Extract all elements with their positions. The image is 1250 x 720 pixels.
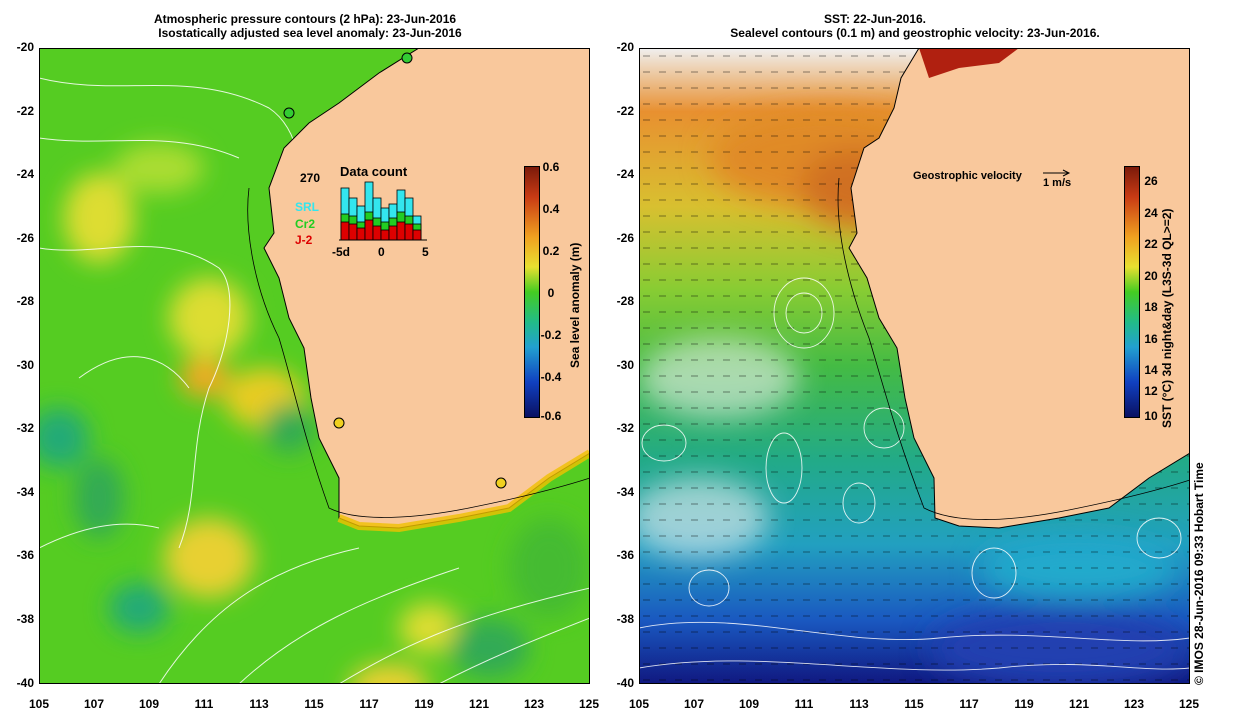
left-xtick-7: 119 — [414, 697, 434, 711]
left-ytick-10: -40 — [16, 676, 34, 690]
right-xtick-3: 111 — [794, 697, 814, 711]
right-cb-tick-7: 12 — [1144, 384, 1158, 398]
left-cb-label: Sea level anomaly (m) — [568, 242, 582, 368]
right-xtick-8: 121 — [1068, 697, 1090, 711]
velocity-legend-scale: 1 m/s — [1043, 177, 1072, 189]
left-cb-tick-4: -0.2 — [540, 328, 562, 342]
velocity-legend-label: Geostrophic velocity — [913, 170, 1022, 182]
left-xtick-3: 111 — [194, 697, 214, 711]
right-cb-tick-6: 14 — [1144, 363, 1158, 377]
right-ytick-4: -28 — [616, 294, 634, 308]
right-cb-tick-5: 16 — [1144, 332, 1158, 346]
right-xtick-4: 113 — [849, 697, 869, 711]
right-cb-tick-1: 24 — [1144, 206, 1158, 220]
right-xtick-10: 125 — [1178, 697, 1200, 711]
right-title-line2: Sealevel contours (0.1 m) and geostrophi… — [730, 26, 1100, 40]
left-xtick-9: 123 — [523, 697, 545, 711]
left-xtick-1: 107 — [83, 697, 105, 711]
left-cb-tick-6: -0.6 — [540, 409, 562, 423]
right-ytick-1: -22 — [616, 104, 634, 118]
right-xtick-0: 105 — [628, 697, 650, 711]
right-cb-tick-3: 20 — [1144, 269, 1158, 283]
inset-xtick-1: 0 — [378, 245, 385, 259]
left-ytick-6: -32 — [16, 421, 34, 435]
left-ytick-0: -20 — [16, 40, 34, 54]
right-map — [639, 48, 1190, 684]
right-ytick-9: -38 — [616, 612, 634, 626]
left-ytick-3: -26 — [16, 231, 34, 245]
right-cb-tick-2: 22 — [1144, 237, 1158, 251]
left-xtick-0: 105 — [28, 697, 50, 711]
left-cb-tick-3: 0 — [547, 286, 555, 300]
right-ytick-2: -24 — [616, 167, 634, 181]
legend-srl: SRL — [295, 200, 319, 214]
right-ytick-7: -34 — [616, 485, 634, 499]
left-title-line1: Atmospheric pressure contours (2 hPa): 2… — [153, 12, 457, 26]
left-cb-tick-2: 0.2 — [542, 244, 560, 258]
left-ytick-5: -30 — [16, 358, 34, 372]
right-cb-tick-4: 18 — [1144, 300, 1158, 314]
left-ytick-7: -34 — [16, 485, 34, 499]
right-ytick-8: -36 — [616, 548, 634, 562]
right-ytick-3: -26 — [616, 231, 634, 245]
right-xtick-5: 115 — [904, 697, 924, 711]
left-ytick-4: -28 — [16, 294, 34, 308]
right-ytick-6: -32 — [616, 421, 634, 435]
left-xtick-8: 121 — [468, 697, 490, 711]
right-ytick-5: -30 — [616, 358, 634, 372]
right-ytick-0: -20 — [616, 40, 634, 54]
left-colorbar — [524, 166, 540, 418]
left-land — [264, 48, 590, 528]
left-cb-tick-0: 0.6 — [542, 160, 560, 174]
left-xtick-2: 109 — [138, 697, 160, 711]
right-xtick-6: 117 — [959, 697, 979, 711]
left-xtick-4: 113 — [249, 697, 269, 711]
right-xtick-9: 123 — [1123, 697, 1145, 711]
inset-xtick-0: -5d — [332, 245, 350, 259]
inset-title: Data count — [340, 164, 408, 179]
inset-xtick-2: 5 — [422, 245, 429, 259]
left-xtick-5: 115 — [304, 697, 324, 711]
left-ytick-2: -24 — [16, 167, 34, 181]
left-cb-tick-1: 0.4 — [542, 202, 560, 216]
left-xtick-6: 117 — [359, 697, 379, 711]
right-land — [849, 48, 1190, 528]
left-ytick-8: -36 — [16, 548, 34, 562]
left-cb-tick-5: -0.4 — [540, 370, 562, 384]
left-xtick-10: 125 — [578, 697, 600, 711]
right-ytick-10: -40 — [616, 676, 634, 690]
right-colorbar — [1124, 166, 1140, 418]
left-ytick-9: -38 — [16, 612, 34, 626]
inset-histogram — [339, 181, 427, 241]
left-map — [39, 48, 590, 684]
right-cb-label: SST (°C) 3d night&day (L3S-3d QL>=2) — [1160, 208, 1174, 429]
left-title-line2: Isostatically adjusted sea level anomaly… — [158, 26, 462, 40]
legend-cr2: Cr2 — [295, 217, 316, 231]
right-cb-tick-0: 26 — [1144, 174, 1158, 188]
credit-text: © IMOS 28-Jun-2016 09:33 Hobart Time — [1192, 462, 1206, 685]
right-xtick-7: 119 — [1014, 697, 1034, 711]
velocity-legend-arrow — [1043, 169, 1071, 177]
right-title-line1: SST: 22-Jun-2016. — [823, 12, 927, 26]
right-xtick-1: 107 — [683, 697, 705, 711]
left-ytick-1: -22 — [16, 104, 34, 118]
inset-count: 270 — [300, 171, 321, 185]
legend-j2: J-2 — [295, 233, 313, 247]
right-xtick-2: 109 — [738, 697, 760, 711]
right-cb-tick-8: 10 — [1144, 409, 1158, 423]
